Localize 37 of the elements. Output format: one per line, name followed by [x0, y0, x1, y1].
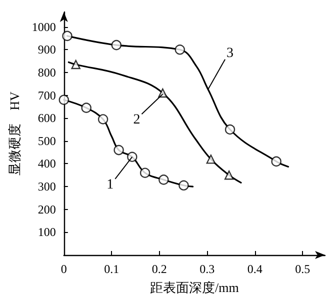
- y-tick-label: 500: [38, 134, 56, 148]
- x-tick-label: 0.1: [104, 262, 120, 276]
- x-tick-label: 0.5: [295, 262, 310, 276]
- annotation: 3: [226, 46, 234, 61]
- point: [206, 154, 216, 164]
- point: [158, 174, 169, 185]
- x-axis-title: 距表面深度/mm: [150, 280, 239, 295]
- point: [114, 144, 124, 156]
- y-tick-label: 200: [38, 202, 56, 216]
- annotation: 2: [133, 112, 140, 128]
- x-tick-label: 0.2: [152, 262, 167, 276]
- point: [111, 40, 122, 50]
- x-tick-label: 0.3: [200, 262, 215, 276]
- y-tick-label: 300: [38, 180, 56, 194]
- annotation: 1: [106, 177, 114, 192]
- y-tick-label: 900: [38, 42, 56, 57]
- x-tick-label: 0: [60, 262, 67, 276]
- point: [178, 180, 189, 191]
- point: [58, 94, 69, 105]
- point: [271, 156, 282, 167]
- x-tick-label: 0.4: [247, 262, 262, 276]
- point: [127, 152, 138, 162]
- point: [224, 124, 236, 135]
- y-tick-label: 400: [38, 156, 56, 171]
- point: [62, 30, 72, 42]
- y-tick-label: 600: [38, 111, 56, 126]
- y-tick-label: 800: [38, 65, 56, 80]
- point: [71, 60, 80, 70]
- y-tick-label: 700: [38, 88, 56, 102]
- point: [174, 44, 185, 55]
- point: [98, 114, 108, 124]
- y-tick-label: 100: [38, 225, 56, 240]
- y-tick-label: 1000: [32, 20, 56, 34]
- y-axis-title: 显微硬度 HV: [7, 91, 22, 176]
- point: [81, 102, 92, 113]
- point: [224, 170, 234, 180]
- point: [140, 168, 150, 178]
